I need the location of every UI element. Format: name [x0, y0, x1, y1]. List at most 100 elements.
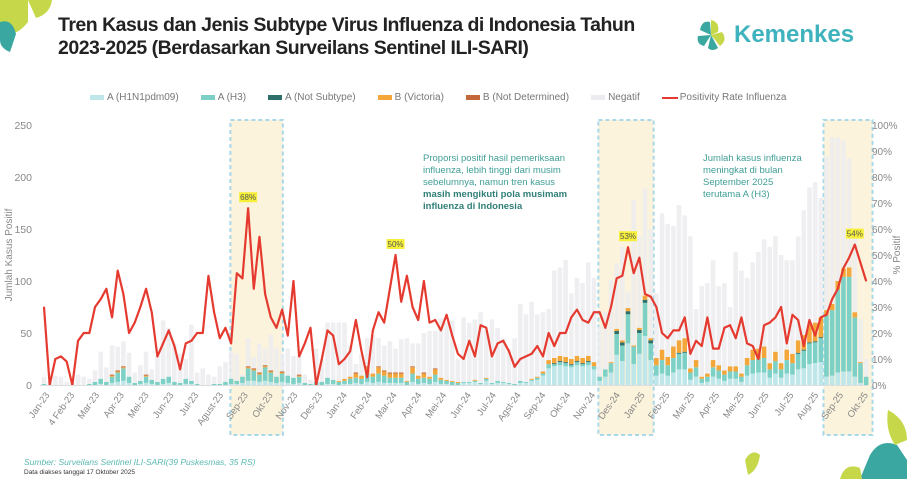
bar-a-not-subtype	[637, 329, 642, 333]
positivity-point	[355, 319, 357, 321]
legend-label: A (Not Subtype)	[285, 92, 356, 103]
bar-h3	[387, 377, 393, 383]
bar-negatif	[223, 362, 228, 382]
bar-b-victoria	[472, 379, 478, 381]
bar-negatif	[432, 330, 438, 369]
bar-b-victoria	[807, 324, 812, 343]
bar-h1n1	[421, 382, 427, 385]
bar-negatif	[325, 322, 330, 378]
bar-negatif	[863, 359, 869, 377]
bar-negatif	[291, 355, 296, 378]
bar-h1n1	[574, 365, 580, 385]
y2-tick-label: 20%	[872, 329, 892, 340]
y2-tick-label: 60%	[872, 225, 892, 236]
bar-h1n1	[546, 368, 551, 385]
bar-h3	[608, 363, 614, 373]
x-tick-label: Jan-23	[27, 390, 53, 420]
bar-negatif	[132, 372, 138, 383]
positivity-point	[650, 296, 652, 298]
positivity-point	[599, 311, 601, 313]
bar-negatif	[98, 351, 103, 379]
bar-negatif	[58, 376, 64, 385]
bar-h3	[716, 370, 722, 379]
bar-negatif	[92, 370, 98, 382]
y2-tick-label: 50%	[872, 251, 892, 262]
y-tick-label: 100	[14, 276, 32, 288]
bar-b-victoria	[682, 338, 688, 352]
peak-label: 68%	[240, 193, 256, 202]
positivity-point	[54, 358, 56, 360]
positivity-point	[848, 257, 850, 259]
bar-h3	[801, 350, 807, 369]
bar-h3	[495, 380, 500, 383]
bar-h3	[325, 377, 330, 384]
bar-h3	[257, 374, 262, 382]
bar-h3	[812, 342, 818, 364]
y-tick-label: 50	[20, 328, 32, 340]
positivity-point	[207, 275, 210, 277]
positivity-point	[786, 342, 788, 344]
bar-h1n1	[160, 383, 166, 385]
leaf-bottom-right-icon	[860, 442, 907, 479]
positivity-point	[621, 275, 623, 277]
bar-h3	[449, 381, 455, 385]
bar-negatif	[648, 229, 653, 339]
bar-negatif	[206, 374, 211, 385]
bar-negatif	[659, 213, 665, 350]
bar-negatif	[829, 137, 835, 304]
positivity-point	[474, 355, 476, 357]
bar-h1n1	[444, 383, 449, 385]
bar-b-victoria	[438, 377, 444, 380]
bar-h3	[160, 378, 166, 384]
bar-b-victoria	[790, 353, 795, 364]
bar-h3	[846, 276, 852, 372]
x-tick-label: Apr-23	[101, 390, 126, 420]
bar-h3	[733, 371, 739, 379]
positivity-point	[377, 311, 380, 313]
bar-h3	[540, 373, 546, 376]
peak-label-bg	[619, 231, 638, 242]
bar-negatif	[557, 267, 563, 356]
bar-h1n1	[557, 365, 563, 385]
bar-negatif	[126, 352, 132, 377]
bar-a-not-subtype	[586, 361, 591, 363]
x-tick-label: Mar-23	[76, 390, 102, 421]
bar-b-victoria	[744, 357, 750, 366]
bar-h3	[109, 376, 115, 383]
bar-negatif	[245, 338, 251, 367]
bar-b-victoria	[121, 367, 126, 369]
bar-h1n1	[773, 373, 778, 385]
x-tick-label: Apr-24	[399, 390, 424, 420]
bar-b-victoria	[109, 375, 115, 377]
bar-negatif	[807, 187, 812, 325]
bar-h1n1	[540, 375, 546, 385]
bar-b-victoria	[761, 346, 767, 358]
bar-h3	[637, 333, 642, 354]
bar-h1n1	[739, 381, 744, 385]
positivity-point	[434, 319, 436, 321]
bar-b-not-determined	[296, 374, 302, 376]
bar-h1n1	[603, 376, 608, 385]
bar-b-victoria	[642, 295, 648, 300]
x-tick-label: Mei-23	[126, 390, 152, 420]
bar-h1n1	[330, 383, 336, 385]
bar-b-victoria	[421, 373, 427, 378]
bar-negatif	[795, 236, 801, 341]
bar-h3	[580, 364, 585, 367]
bar-h3	[546, 364, 551, 369]
positivity-point	[219, 337, 221, 339]
bar-negatif	[727, 307, 733, 367]
bar-h3	[773, 361, 778, 374]
kemenkes-logo: Kemenkes	[694, 18, 854, 52]
bar-h3	[790, 363, 795, 375]
bar-a-not-subtype	[552, 363, 557, 365]
positivity-point	[270, 316, 272, 318]
bar-h3	[461, 381, 466, 383]
positivity-point	[202, 332, 204, 334]
x-tick-label: Apr-25	[697, 390, 722, 420]
bar-h3	[489, 382, 495, 384]
x-tick-label: Mar-24	[373, 390, 399, 421]
positivity-point	[332, 335, 334, 337]
bar-b-victoria	[773, 351, 778, 362]
bar-negatif	[671, 225, 676, 347]
